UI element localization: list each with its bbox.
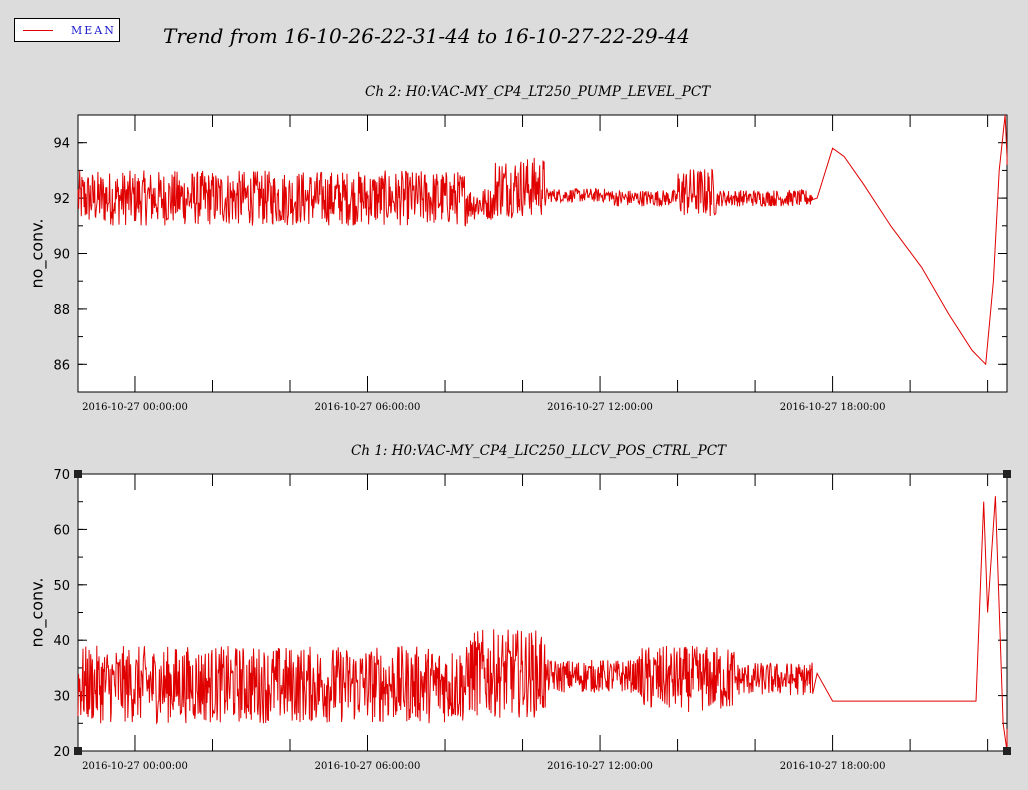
legend-label: MEAN bbox=[71, 24, 116, 37]
ytick-label: 94 bbox=[53, 137, 70, 152]
corner-handle bbox=[74, 470, 82, 478]
series-line-2 bbox=[77, 496, 1008, 752]
corner-handle bbox=[74, 747, 82, 755]
legend-line-swatch bbox=[23, 30, 53, 31]
page-title: Trend from 16-10-26-22-31-44 to 16-10-27… bbox=[163, 24, 690, 48]
ytick-label: 60 bbox=[53, 523, 70, 538]
ytick-label: 50 bbox=[53, 579, 70, 594]
panel-1-title: Ch 2: H0:VAC-MY_CP4_LT250_PUMP_LEVEL_PCT bbox=[365, 84, 711, 100]
ytick-label: 30 bbox=[53, 690, 70, 705]
xtick-label: 2016-10-27 06:00:00 bbox=[315, 761, 421, 772]
xtick-label: 2016-10-27 18:00:00 bbox=[780, 761, 886, 772]
xtick-label: 2016-10-27 12:00:00 bbox=[547, 761, 653, 772]
xtick-label: 2016-10-27 06:00:00 bbox=[315, 402, 421, 413]
series-line-1 bbox=[77, 114, 1008, 366]
corner-handle bbox=[1003, 470, 1011, 478]
legend-box: MEAN bbox=[14, 18, 120, 42]
ytick-label: 92 bbox=[53, 192, 70, 207]
ytick-label: 90 bbox=[53, 248, 70, 263]
xtick-label: 2016-10-27 18:00:00 bbox=[780, 402, 886, 413]
plot-area-1 bbox=[77, 114, 1008, 393]
ytick-label: 88 bbox=[53, 303, 70, 318]
panel-2-title: Ch 1: H0:VAC-MY_CP4_LIC250_LLCV_POS_CTRL… bbox=[351, 443, 727, 459]
ytick-label: 70 bbox=[53, 468, 70, 483]
corner-handle bbox=[1003, 747, 1011, 755]
ytick-label: 20 bbox=[53, 745, 70, 760]
xtick-label: 2016-10-27 00:00:00 bbox=[82, 761, 188, 772]
xtick-label: 2016-10-27 12:00:00 bbox=[547, 402, 653, 413]
ytick-label: 86 bbox=[53, 358, 70, 373]
ytick-label: 40 bbox=[53, 634, 70, 649]
xtick-label: 2016-10-27 00:00:00 bbox=[82, 402, 188, 413]
